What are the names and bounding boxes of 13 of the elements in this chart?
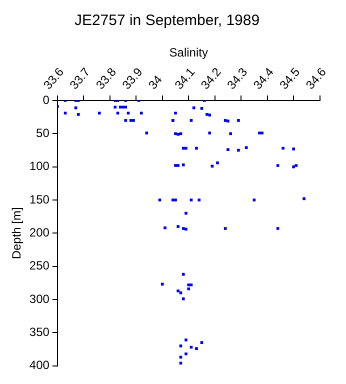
x-axis-title: Salinity xyxy=(169,46,208,60)
y-tick-label: 50 xyxy=(36,126,50,140)
y-tick-label: 150 xyxy=(29,192,50,206)
chart-title: JE2757 in September, 1989 xyxy=(74,12,260,30)
y-tick-label: 400 xyxy=(29,358,50,372)
y-tick-label: 200 xyxy=(29,225,50,240)
y-tick-label: 100 xyxy=(29,159,50,174)
y-tick-label: 250 xyxy=(29,258,50,273)
y-tick-label: 350 xyxy=(29,324,50,339)
y-tick-label: 0 xyxy=(42,92,50,107)
x-tick-label: 34 xyxy=(146,72,166,92)
y-tick-label: 300 xyxy=(29,292,50,306)
y-axis-title: Depth [m] xyxy=(10,207,24,260)
